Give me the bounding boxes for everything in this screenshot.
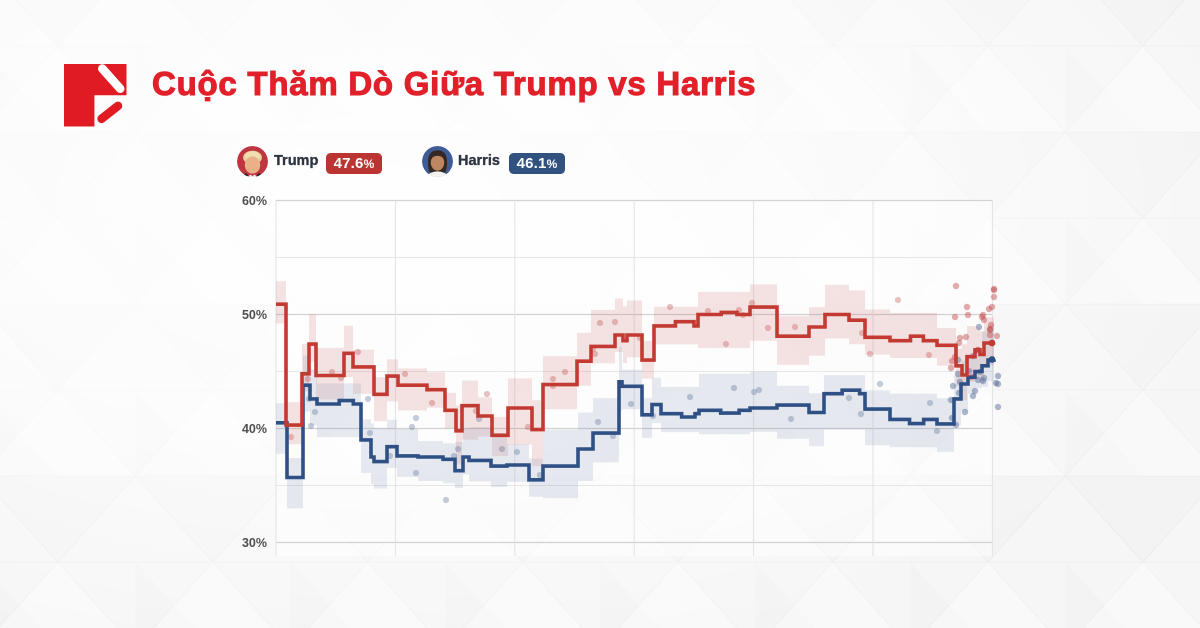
svg-text:30%: 30% <box>242 536 267 550</box>
svg-text:50%: 50% <box>242 308 267 322</box>
svg-text:40%: 40% <box>242 422 267 436</box>
svg-text:60%: 60% <box>242 194 267 208</box>
